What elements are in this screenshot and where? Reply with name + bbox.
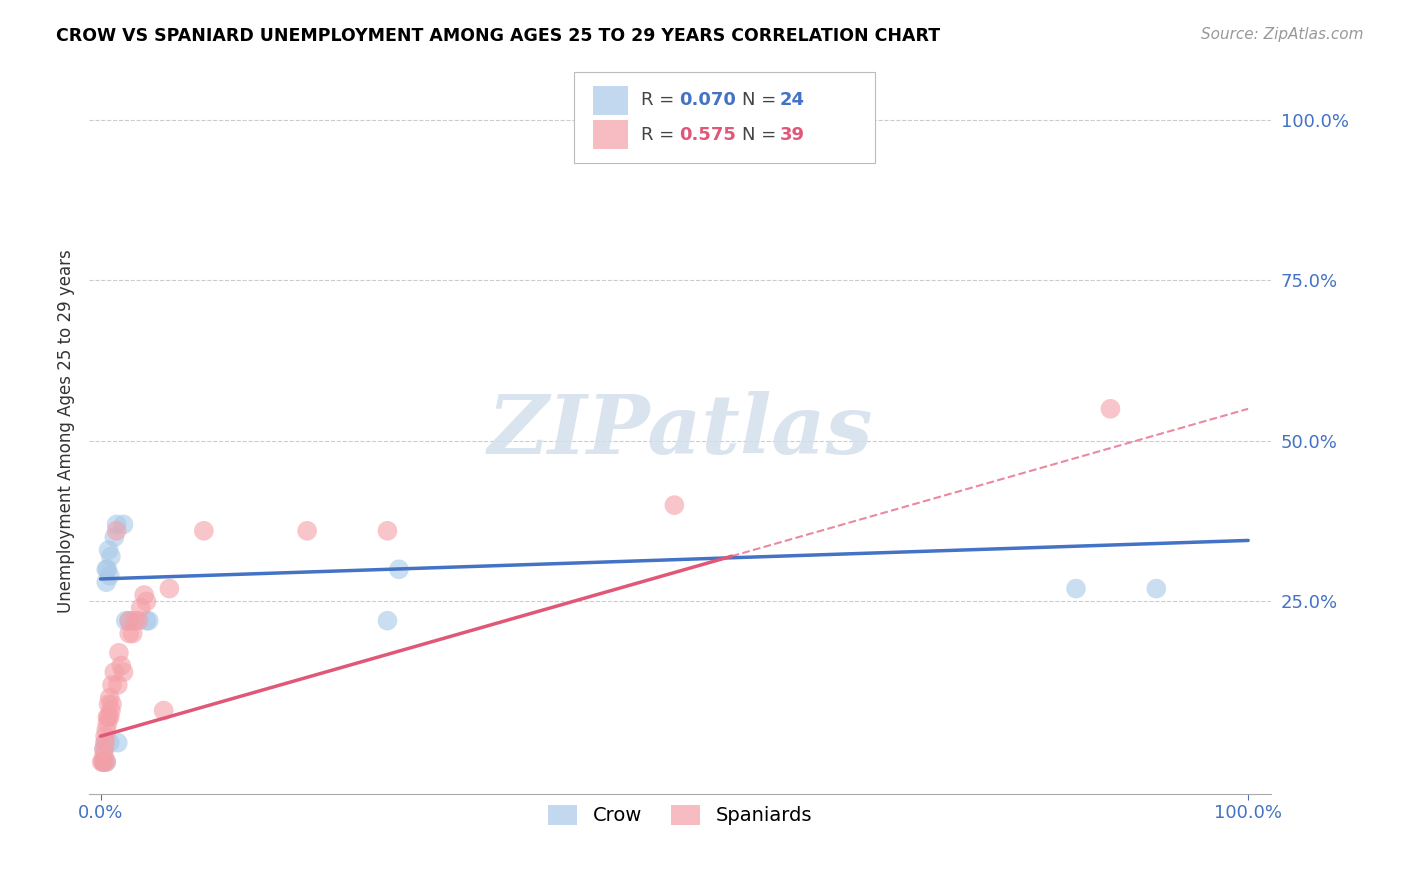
Legend: Crow, Spaniards: Crow, Spaniards [538, 795, 823, 835]
Point [135, 614, 157, 628]
Point [91, 755, 114, 769]
Text: N =: N = [741, 92, 782, 110]
Point [664, 498, 686, 512]
Point [295, 524, 318, 538]
Point [96, 562, 118, 576]
Point [97, 710, 120, 724]
Point [93, 742, 115, 756]
Point [94, 729, 117, 743]
Point [152, 704, 174, 718]
Point [105, 517, 128, 532]
Point [193, 524, 215, 538]
Point [93, 755, 115, 769]
Point [93, 755, 115, 769]
Point [100, 549, 122, 564]
Point [94, 736, 117, 750]
Text: R =: R = [641, 126, 681, 144]
Point [90, 755, 112, 769]
Point [93, 742, 115, 756]
Point [97, 697, 120, 711]
Point [112, 665, 135, 679]
Point [96, 755, 118, 769]
Point [96, 575, 118, 590]
Point [118, 614, 141, 628]
Point [98, 736, 121, 750]
Point [157, 582, 180, 596]
Point [1144, 582, 1167, 596]
Point [135, 594, 157, 608]
Text: R =: R = [641, 92, 681, 110]
Point [388, 562, 411, 576]
Point [101, 697, 124, 711]
Point [110, 658, 132, 673]
Point [100, 704, 122, 718]
Y-axis label: Unemployment Among Ages 25 to 29 years: Unemployment Among Ages 25 to 29 years [58, 250, 75, 613]
Point [138, 614, 160, 628]
Point [118, 626, 141, 640]
Point [98, 710, 121, 724]
Point [134, 588, 156, 602]
FancyBboxPatch shape [592, 120, 628, 149]
Point [377, 524, 399, 538]
Point [105, 524, 128, 538]
Point [96, 755, 118, 769]
Point [107, 736, 129, 750]
Point [107, 678, 129, 692]
Point [377, 614, 399, 628]
Point [98, 568, 121, 582]
Text: 24: 24 [779, 92, 804, 110]
Point [96, 562, 118, 576]
Point [1064, 582, 1087, 596]
Text: N =: N = [741, 126, 782, 144]
Point [103, 665, 125, 679]
Point [96, 710, 118, 724]
Text: CROW VS SPANIARD UNEMPLOYMENT AMONG AGES 25 TO 29 YEARS CORRELATION CHART: CROW VS SPANIARD UNEMPLOYMENT AMONG AGES… [56, 27, 941, 45]
Point [94, 736, 117, 750]
Point [127, 614, 149, 628]
Point [118, 614, 141, 628]
Point [112, 517, 135, 532]
Text: ZIPatlas: ZIPatlas [488, 392, 873, 471]
Text: Source: ZipAtlas.com: Source: ZipAtlas.com [1201, 27, 1364, 42]
Point [96, 723, 118, 737]
Point [121, 626, 143, 640]
Point [129, 600, 152, 615]
FancyBboxPatch shape [574, 72, 875, 163]
Point [96, 716, 118, 731]
Text: 0.575: 0.575 [679, 126, 735, 144]
Point [103, 530, 125, 544]
Point [108, 646, 131, 660]
Point [101, 678, 124, 692]
FancyBboxPatch shape [592, 86, 628, 115]
Text: 39: 39 [779, 126, 804, 144]
Point [1099, 401, 1122, 416]
Point [93, 748, 115, 763]
Point [114, 614, 136, 628]
Point [124, 614, 146, 628]
Text: 0.070: 0.070 [679, 92, 735, 110]
Point [97, 543, 120, 558]
Point [93, 755, 115, 769]
Point [98, 690, 121, 705]
